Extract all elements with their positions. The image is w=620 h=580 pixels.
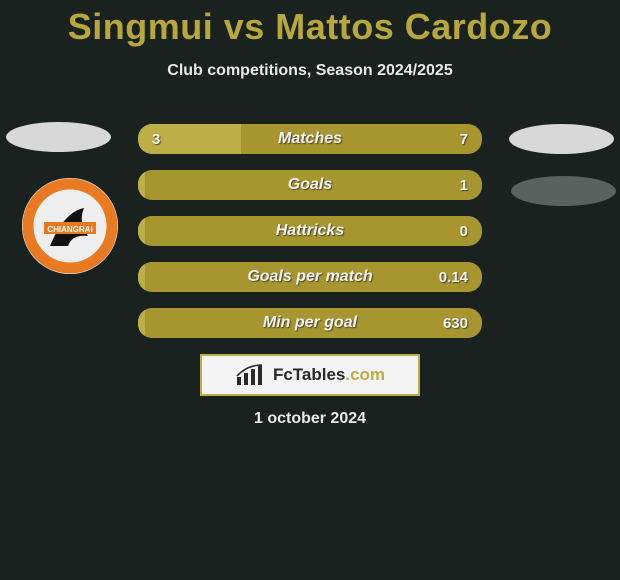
brand-name: FcTables: [273, 365, 345, 384]
stat-row-matches: 3 Matches 7: [138, 124, 482, 154]
player-left-club-logo: CHIANGRAI: [22, 178, 118, 274]
stat-row-goals-per-match: Goals per match 0.14: [138, 262, 482, 292]
stat-right-value: 7: [460, 124, 468, 154]
stat-row-goals: Goals 1: [138, 170, 482, 200]
brand-suffix: .com: [345, 365, 385, 384]
stat-right-value: 1: [460, 170, 468, 200]
subtitle: Club competitions, Season 2024/2025: [0, 62, 620, 80]
date-text: 1 october 2024: [0, 410, 620, 428]
player-left-avatar-placeholder: [6, 122, 111, 152]
stat-row-min-per-goal: Min per goal 630: [138, 308, 482, 338]
stat-right-value: 0: [460, 216, 468, 246]
stat-right-value: 630: [443, 308, 468, 338]
stat-row-hattricks: Hattricks 0: [138, 216, 482, 246]
player-right-avatar-placeholder: [509, 124, 614, 154]
brand-box[interactable]: FcTables.com: [200, 354, 420, 396]
stat-label: Matches: [138, 124, 482, 154]
stat-label: Min per goal: [138, 308, 482, 338]
stats-bars: 3 Matches 7 Goals 1 Hattricks 0 Goals pe…: [138, 124, 482, 354]
brand-text: FcTables.com: [273, 365, 385, 385]
stat-label: Goals: [138, 170, 482, 200]
stat-label: Hattricks: [138, 216, 482, 246]
bar-chart-icon: [235, 363, 267, 387]
player-right-club-placeholder: [511, 176, 616, 206]
stat-label: Goals per match: [138, 262, 482, 292]
svg-text:CHIANGRAI: CHIANGRAI: [47, 225, 92, 234]
page-title: Singmui vs Mattos Cardozo: [0, 0, 620, 48]
stat-right-value: 0.14: [439, 262, 468, 292]
